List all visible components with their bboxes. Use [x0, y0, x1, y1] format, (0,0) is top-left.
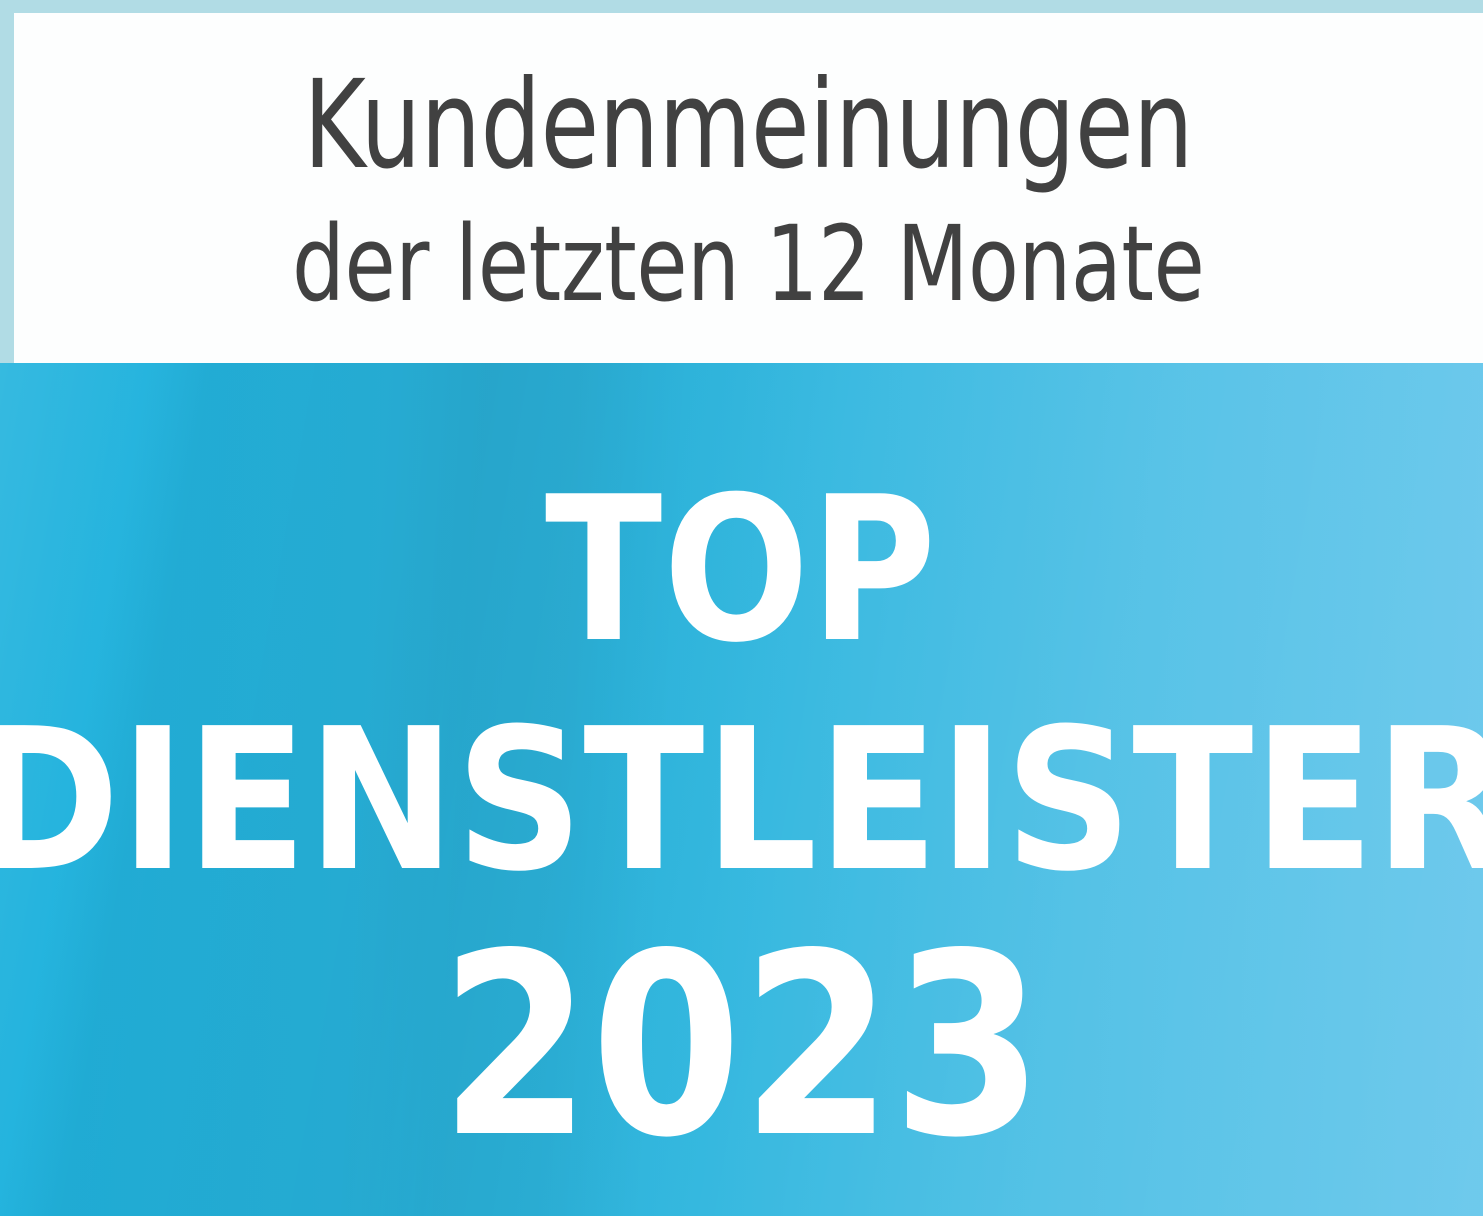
left-accent-rule: [0, 0, 14, 363]
header-title-line1: Kundenmeinungen: [303, 54, 1194, 196]
header-title-line2: der letzten 12 Monate: [292, 203, 1205, 325]
award-rank-word: TOP: [545, 454, 938, 687]
top-accent-rule: [0, 0, 1483, 13]
header-panel: Kundenmeinungen der letzten 12 Monate: [14, 13, 1483, 363]
award-category-word: DIENSTLEISTER: [0, 687, 1483, 915]
award-year: 2023: [439, 900, 1044, 1193]
award-panel: TOP DIENSTLEISTER 2023: [0, 363, 1483, 1216]
award-text-stack: TOP DIENSTLEISTER 2023: [0, 363, 1483, 1216]
